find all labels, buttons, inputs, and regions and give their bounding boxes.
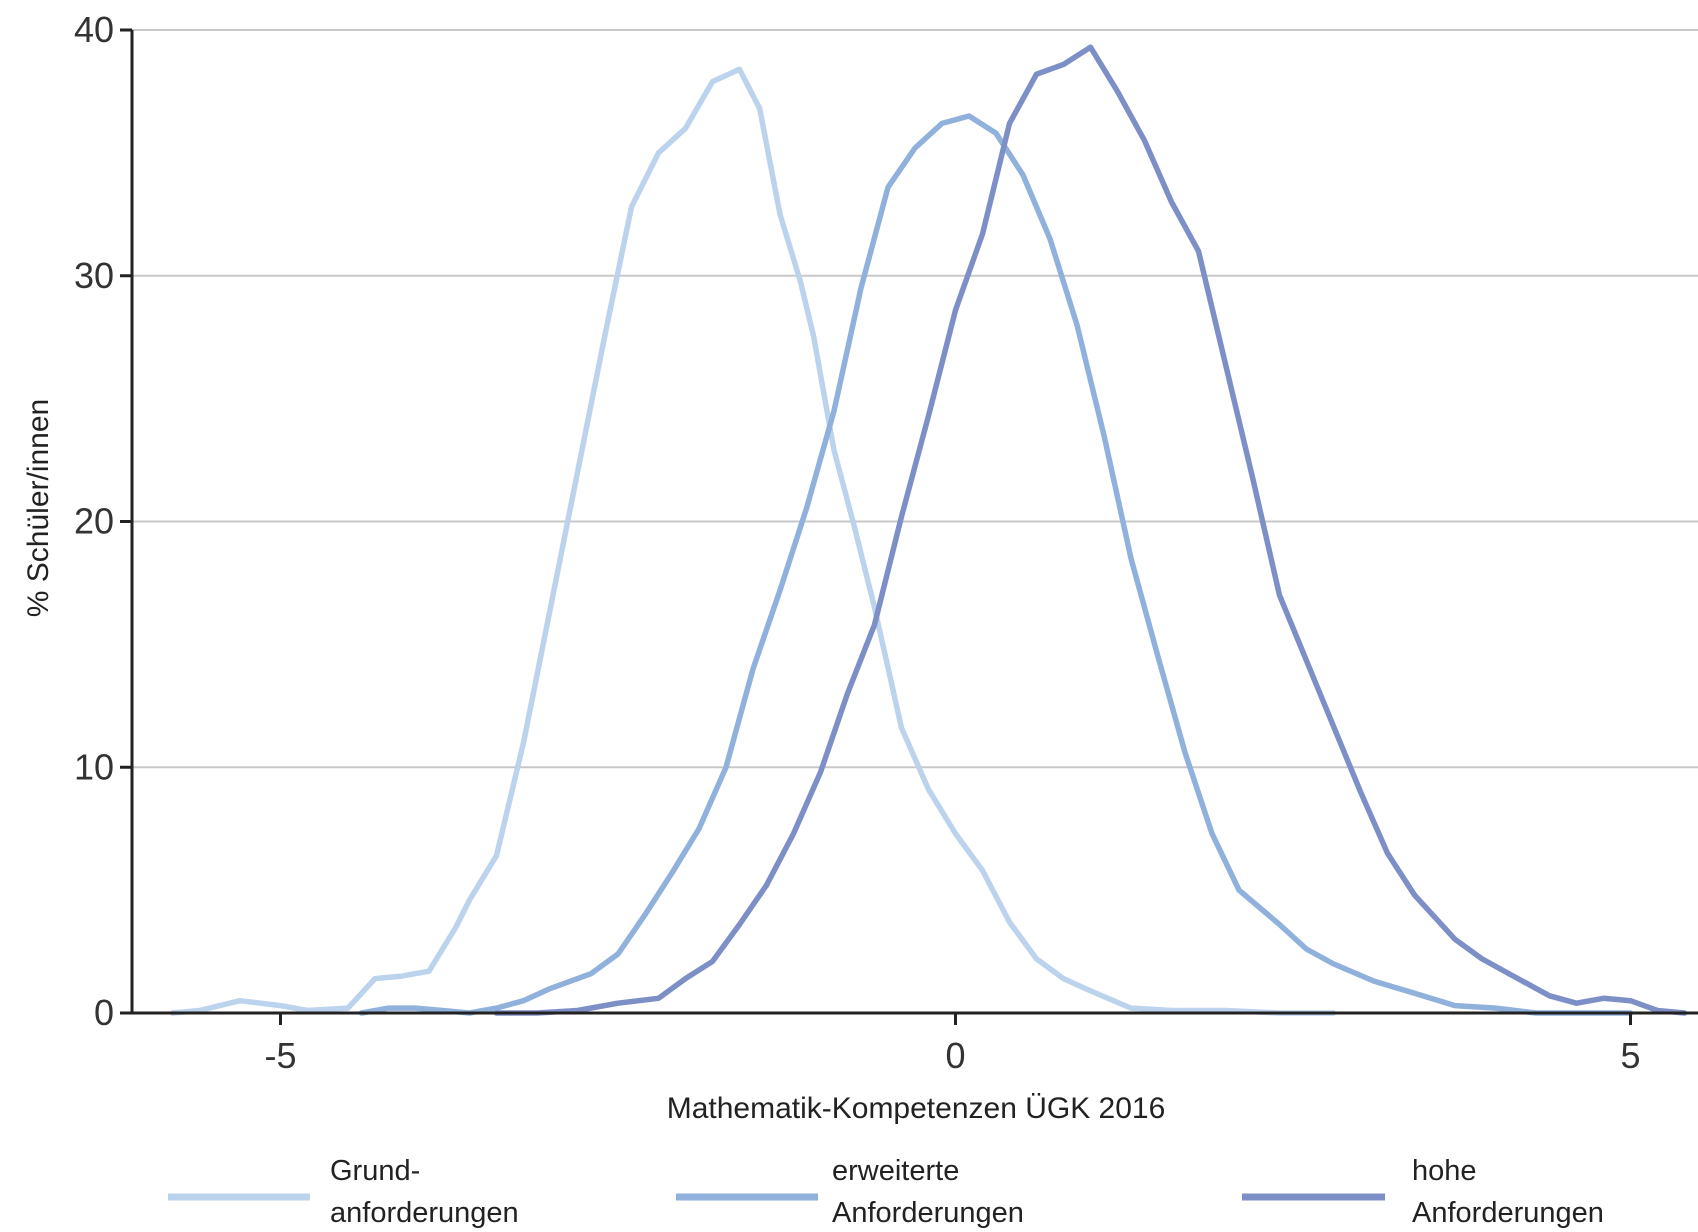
series-lines — [169, 44, 1688, 1016]
y-tick-label: 40 — [74, 9, 114, 50]
legend-label: hohe — [1412, 1155, 1477, 1187]
legend-item-2: erweiterte Anforderungen — [676, 1155, 1024, 1229]
x-tick-label: -5 — [264, 1035, 296, 1076]
series-line-3 — [493, 44, 1688, 1016]
series-line-1 — [169, 66, 1337, 1016]
legend-item-3: hohe Anforderungen — [1242, 1155, 1604, 1229]
y-axis-title: % Schüler/innen — [22, 399, 55, 617]
tick-labels: 0 10 20 30 40 -5 0 5 — [74, 9, 1641, 1076]
x-tick-label: 0 — [945, 1035, 965, 1076]
legend: Grund-anforderungen erweiterte Anforderung… — [168, 1155, 1604, 1229]
y-tick-label: 10 — [74, 746, 114, 787]
legend-label: erweiterte — [832, 1155, 959, 1187]
legend-item-1: Grund-anforderungen — [168, 1155, 519, 1229]
legend-label: anforderungen — [330, 1197, 519, 1229]
legend-label: Anforderungen — [832, 1197, 1024, 1229]
x-axis-title: Mathematik-Kompetenzen ÜGK 2016 — [667, 1092, 1166, 1125]
y-tick-label: 30 — [74, 255, 114, 296]
y-tick-label: 0 — [94, 992, 114, 1033]
grid-lines — [132, 29, 1698, 769]
x-tick-label: 5 — [1620, 1035, 1640, 1076]
legend-label: Anforderungen — [1412, 1197, 1604, 1229]
legend-label: Grund- — [330, 1155, 420, 1187]
series-line-2 — [358, 113, 1634, 1016]
y-tick-label: 20 — [74, 501, 114, 542]
